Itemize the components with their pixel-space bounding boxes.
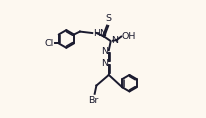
Text: S: S (105, 14, 111, 23)
Text: N: N (101, 59, 108, 68)
Text: N: N (111, 36, 118, 45)
Text: Br: Br (88, 96, 98, 105)
Text: Cl: Cl (44, 39, 53, 48)
Text: HN: HN (93, 29, 107, 38)
Text: OH: OH (121, 32, 136, 41)
Text: N: N (101, 47, 108, 56)
